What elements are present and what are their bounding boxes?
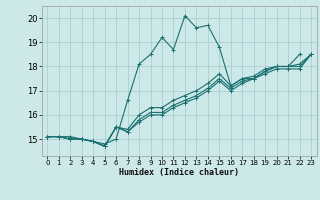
- X-axis label: Humidex (Indice chaleur): Humidex (Indice chaleur): [119, 168, 239, 177]
